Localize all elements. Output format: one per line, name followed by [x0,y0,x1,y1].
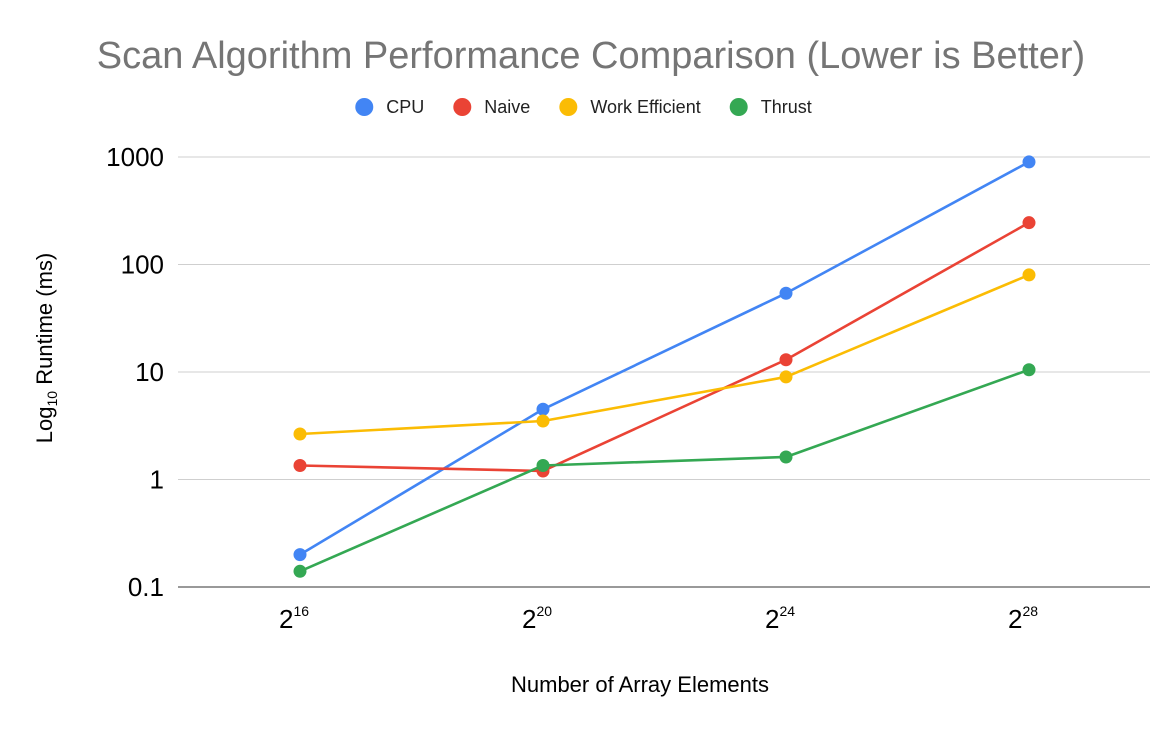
y-axis-label-subscript: 10 [44,391,60,407]
data-point [779,353,793,367]
series-layer [293,155,1036,578]
x-axis-label: Number of Array Elements [511,672,769,697]
x-tick-label: 224 [765,603,795,634]
data-point [1022,155,1036,169]
series-line [299,273,1030,436]
y-axis-label-rest: Runtime (ms) [32,253,57,391]
legend-label: CPU [386,97,424,117]
legend-item: Work Efficient [559,97,701,117]
series-line [299,160,1030,556]
x-tick-exponent: 28 [1022,603,1038,619]
y-tick-label: 100 [121,250,164,280]
x-tick-exponent: 16 [293,603,309,619]
legend-item: Naive [453,97,530,117]
x-axis-ticks: 216 220 224 228 [279,603,1038,634]
legend-label: Work Efficient [590,97,700,117]
data-point [536,414,550,428]
series-line [299,368,1030,573]
x-tick-label: 228 [1008,603,1038,634]
y-axis-ticks: 1000 100 10 1 0.1 [106,142,164,602]
data-point [293,458,307,472]
legend-marker [559,98,578,116]
legend-label: Thrust [761,97,812,117]
data-point [536,402,550,416]
x-tick-base: 2 [522,604,536,634]
x-tick-base: 2 [279,604,293,634]
legend-marker [453,98,472,116]
series-cpu [293,155,1036,562]
data-point [779,370,793,384]
data-point [779,286,793,300]
x-tick-label: 220 [522,603,552,634]
legend-marker [355,98,374,116]
y-tick-label: 1 [150,465,164,495]
legend-label: Naive [484,97,530,117]
y-axis-label: Log10 Runtime (ms) [32,253,60,443]
series-line [299,221,1030,473]
data-point [1022,363,1036,377]
data-point [779,450,793,464]
x-tick-label: 216 [279,603,309,634]
data-point [1022,268,1036,282]
x-tick-exponent: 24 [779,603,795,619]
gridlines [178,156,1150,588]
data-point [293,427,307,441]
series-work-efficient [293,268,1036,441]
legend-marker [729,98,748,116]
legend: CPU Naive Work Efficient Thrust [355,97,812,117]
series-thrust [293,363,1036,578]
series-naive [293,216,1036,478]
x-tick-exponent: 20 [536,603,552,619]
y-tick-label: 10 [135,357,164,387]
chart-title: Scan Algorithm Performance Comparison (L… [97,35,1085,77]
x-tick-base: 2 [765,604,779,634]
data-point [293,564,307,578]
legend-item: Thrust [729,97,812,117]
data-point [1022,216,1036,230]
x-tick-base: 2 [1008,604,1022,634]
y-tick-label: 1000 [106,142,164,172]
y-tick-label: 0.1 [128,572,164,602]
y-axis-label-main: Log [32,406,57,443]
data-point [536,458,550,472]
data-point [293,548,307,562]
legend-item: CPU [355,97,424,117]
